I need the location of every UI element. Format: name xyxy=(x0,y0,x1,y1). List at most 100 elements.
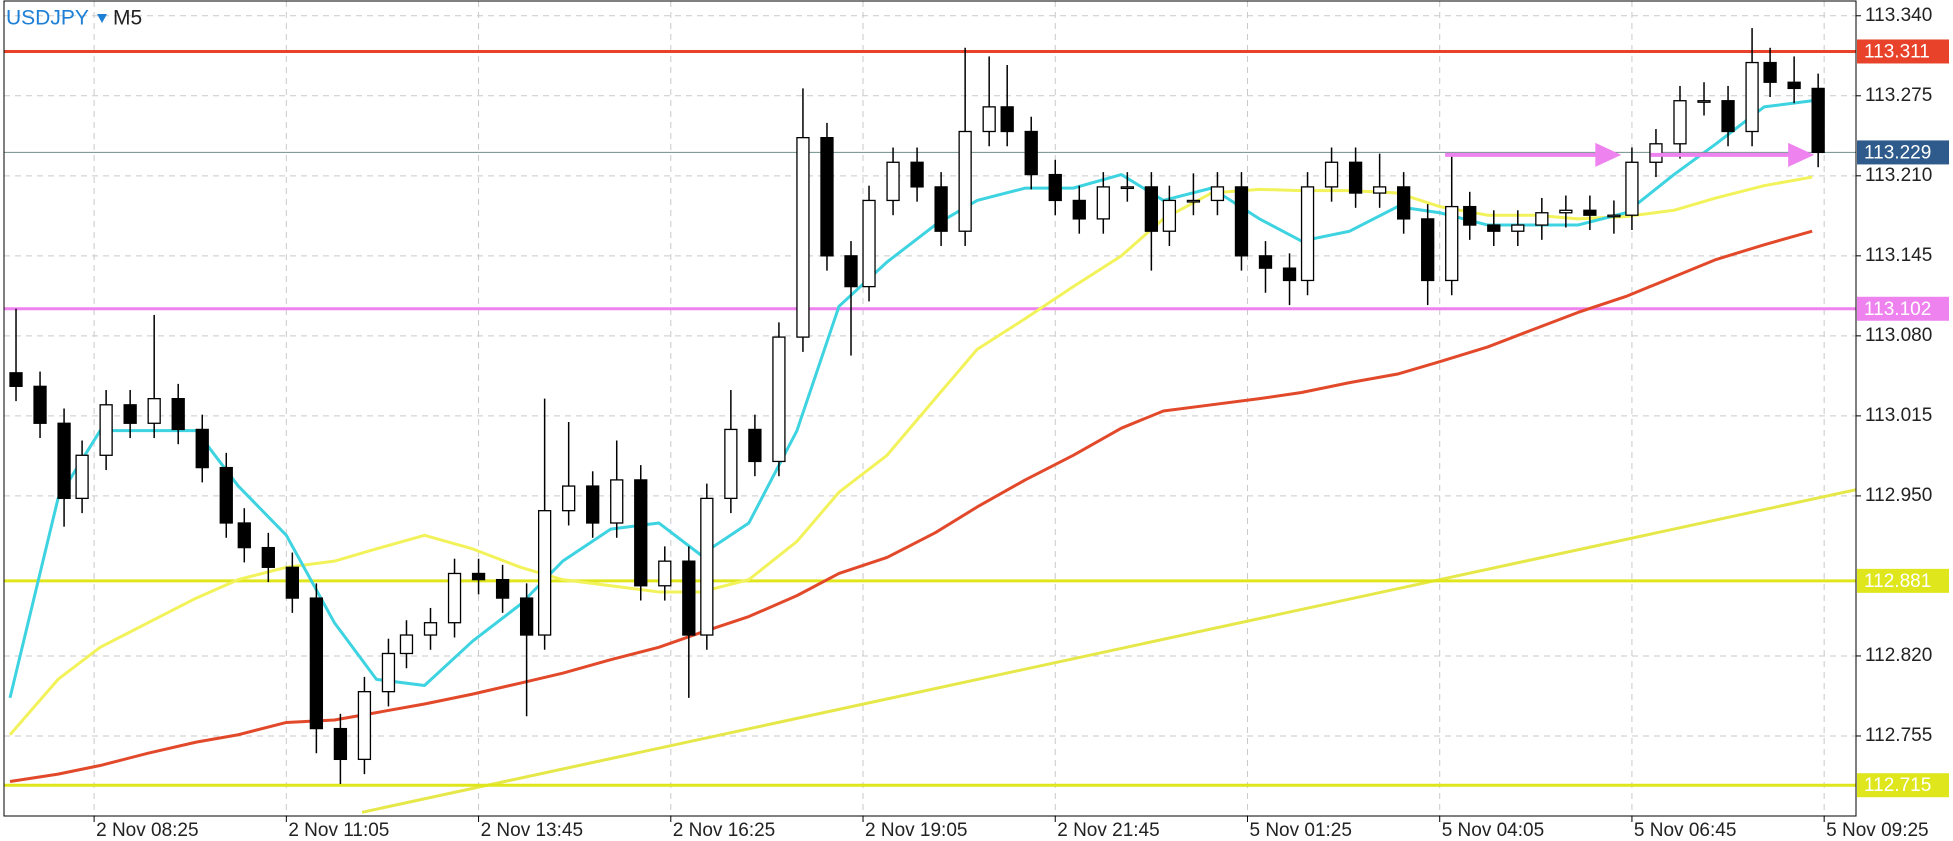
candle-body xyxy=(820,137,834,257)
candle-body xyxy=(75,454,89,500)
candle-body xyxy=(796,137,810,338)
x-tick-label: 5 Nov 06:45 xyxy=(1634,820,1736,841)
candle-body xyxy=(934,186,948,232)
candle-body xyxy=(658,560,672,587)
x-tick-label: 2 Nov 13:45 xyxy=(481,820,583,841)
candle-body xyxy=(748,428,762,463)
candle-body xyxy=(610,479,624,524)
x-tick-label: 2 Nov 16:25 xyxy=(673,820,775,841)
arrow-head xyxy=(1788,142,1815,167)
candle-body xyxy=(1072,199,1086,220)
plot-area xyxy=(4,1,1856,816)
candle-body xyxy=(123,404,137,424)
candle-body xyxy=(862,199,876,288)
y-tick-label: 112.755 xyxy=(1865,725,1932,746)
level-box xyxy=(1857,568,1949,593)
candle-body xyxy=(1324,161,1339,188)
y-tick-label: 112.820 xyxy=(1865,645,1932,666)
candle-body xyxy=(537,510,552,636)
candle-body xyxy=(99,404,113,456)
candle-body xyxy=(237,522,251,549)
y-tick-label: 112.950 xyxy=(1865,485,1932,506)
candle-body xyxy=(285,566,299,599)
candle-body xyxy=(495,578,510,599)
level-label: 112.881 xyxy=(1864,571,1931,592)
x-tick-label: 2 Nov 19:05 xyxy=(865,820,967,841)
x-tick-label: 2 Nov 21:45 xyxy=(1057,820,1159,841)
candle-body xyxy=(586,485,600,524)
level-box xyxy=(1857,39,1949,64)
candle-body xyxy=(1583,209,1597,216)
candle-body xyxy=(1787,81,1801,90)
candle-body xyxy=(33,385,47,424)
candle-body xyxy=(1258,255,1273,269)
current-price-box xyxy=(1857,140,1949,165)
y-tick-label: 113.210 xyxy=(1865,165,1932,186)
timeframe: M5 xyxy=(113,7,142,30)
level-box xyxy=(1857,296,1949,321)
candle-body xyxy=(399,634,414,655)
candle-body xyxy=(1721,100,1735,133)
candle-body xyxy=(886,161,900,202)
candle-body xyxy=(423,622,438,636)
candle-body xyxy=(700,497,714,636)
level-label: 112.715 xyxy=(1864,775,1931,796)
level-box xyxy=(1857,773,1949,798)
candle-body xyxy=(772,336,786,463)
trendline xyxy=(361,488,1856,814)
candle-body xyxy=(219,466,233,524)
candle-body xyxy=(1048,173,1062,202)
candle-body xyxy=(171,398,185,431)
x-tick-label: 2 Nov 11:05 xyxy=(288,820,389,841)
candle-body xyxy=(682,560,696,636)
candle-body xyxy=(333,727,348,761)
candle-body xyxy=(1348,161,1363,194)
y-tick-label: 113.080 xyxy=(1865,325,1932,346)
symbol: USDJPY xyxy=(6,7,89,30)
candle-body xyxy=(357,691,372,761)
y-tick-label: 113.015 xyxy=(1865,405,1932,426)
candle-body xyxy=(1559,209,1573,214)
candle-body xyxy=(309,597,324,730)
candle-body xyxy=(57,422,71,500)
candle-body xyxy=(1120,186,1134,190)
candle-body xyxy=(1745,61,1759,133)
candle-body xyxy=(381,652,396,693)
candle-body xyxy=(1511,224,1525,232)
candle-body xyxy=(1421,218,1435,282)
candle-body xyxy=(1625,161,1639,216)
level-label: 113.102 xyxy=(1864,299,1931,320)
candle-body xyxy=(1607,214,1621,218)
candle-body xyxy=(1162,199,1177,232)
candle-body xyxy=(958,130,972,232)
x-tick-label: 5 Nov 01:25 xyxy=(1249,820,1351,841)
candle-body xyxy=(1697,100,1711,103)
candle-body xyxy=(1210,186,1225,202)
candle-body xyxy=(471,572,486,581)
candle-body xyxy=(1372,186,1387,194)
candle-body xyxy=(1673,100,1687,145)
candle-body xyxy=(1811,87,1825,154)
candle-body xyxy=(147,398,161,424)
x-tick-label: 2 Nov 08:25 xyxy=(96,820,198,841)
candle-body xyxy=(1763,61,1777,83)
candle-body xyxy=(982,106,996,133)
y-tick-label: 113.340 xyxy=(1865,5,1932,26)
candle-body xyxy=(634,479,648,587)
candle-body xyxy=(1234,186,1249,257)
axes: 113.340 113.275 113.210 113.145 113.080 113.0… xyxy=(93,5,1949,841)
candle-body xyxy=(1300,186,1315,282)
candle-body xyxy=(1463,205,1477,226)
candle-body xyxy=(1487,224,1501,232)
dropdown-icon[interactable] xyxy=(97,14,107,23)
candle-body xyxy=(447,572,462,624)
arrow-head xyxy=(1595,142,1622,167)
x-tick-label: 5 Nov 09:25 xyxy=(1826,820,1928,841)
candle-body xyxy=(1096,186,1110,220)
candle-body xyxy=(1445,205,1459,282)
candle-body xyxy=(1144,186,1159,232)
candle-body xyxy=(1186,199,1201,203)
candle-body xyxy=(1397,186,1411,220)
